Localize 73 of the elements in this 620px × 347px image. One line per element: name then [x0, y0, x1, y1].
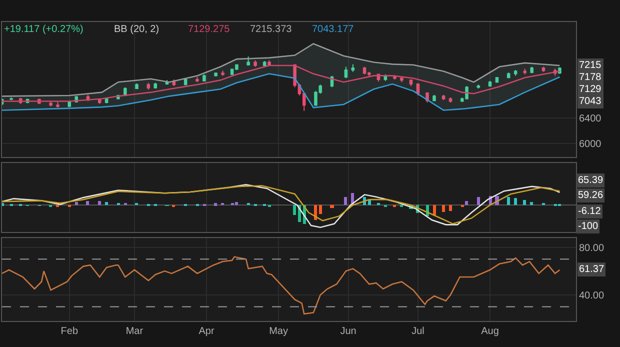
bar [214, 202, 217, 206]
bar [344, 196, 347, 205]
bar [293, 204, 296, 215]
bar [368, 200, 371, 205]
bar [465, 200, 468, 205]
candlestick [246, 56, 250, 66]
y-tick-label: 80.00 [579, 242, 604, 254]
candlestick [530, 66, 534, 74]
bar [235, 202, 238, 205]
annotation: 7129.275 [188, 24, 230, 35]
candlestick [448, 96, 452, 104]
annotation: 7043.177 [312, 24, 354, 35]
y-tick-label: 40.00 [579, 290, 604, 302]
y-tick-label: 6400 [579, 113, 602, 124]
candlestick [214, 72, 218, 77]
x-tick-label: Jun [340, 326, 356, 337]
candlestick [523, 68, 527, 75]
text: 59.26 [578, 190, 604, 201]
bar [75, 202, 78, 205]
candlestick [268, 60, 271, 66]
bar [514, 198, 517, 205]
bar [523, 200, 526, 205]
candlestick [10, 96, 13, 100]
text: 65.39 [578, 175, 604, 186]
x-tick-label: Mar [126, 326, 144, 337]
bar [530, 202, 533, 205]
candlestick [506, 72, 510, 79]
annotation: +19.117 (+0.27%) [4, 24, 84, 35]
candlestick [488, 80, 492, 88]
bar [314, 204, 317, 220]
annotation: 7215.373 [250, 24, 292, 35]
candlestick [196, 76, 199, 83]
bar [98, 200, 101, 205]
candlestick [344, 66, 348, 79]
candlestick [254, 60, 257, 68]
bar [477, 196, 480, 205]
candlestick [400, 76, 404, 83]
annotation: 61.37 [579, 264, 604, 275]
y-tick-label: 6000 [579, 138, 602, 150]
bar [105, 202, 108, 205]
candlestick [409, 79, 413, 86]
text: -100 [578, 221, 598, 232]
bar [330, 204, 334, 208]
x-tick-label: May [269, 326, 288, 337]
bar [319, 204, 322, 214]
candlestick [135, 82, 138, 90]
candlestick [442, 94, 446, 100]
line-series [2, 256, 560, 315]
x-tick-label: Aug [481, 326, 499, 337]
annotation: 7043 [579, 96, 602, 107]
annotation: 7178 [579, 72, 602, 83]
bar [507, 196, 510, 205]
bar [442, 204, 445, 212]
text: -6.12 [578, 206, 602, 217]
candlestick [432, 94, 436, 102]
candlestick [221, 70, 224, 76]
bar [449, 204, 452, 211]
annotation: 7129 [579, 84, 602, 95]
bar [433, 204, 436, 215]
bar [86, 200, 89, 205]
candlestick [154, 82, 158, 89]
x-tick-label: Feb [60, 326, 78, 337]
candlestick [56, 101, 60, 108]
candlestick [49, 100, 52, 107]
candlestick [146, 82, 150, 90]
candlestick [351, 64, 355, 72]
annotation: 7215 [579, 60, 602, 71]
candlestick [202, 74, 206, 82]
annotation: BB (20, 2) [114, 24, 160, 35]
x-tick-label: Jul [412, 326, 424, 337]
candlestick [542, 66, 546, 72]
candlestick [514, 69, 518, 76]
x-tick-label: Apr [198, 326, 215, 337]
